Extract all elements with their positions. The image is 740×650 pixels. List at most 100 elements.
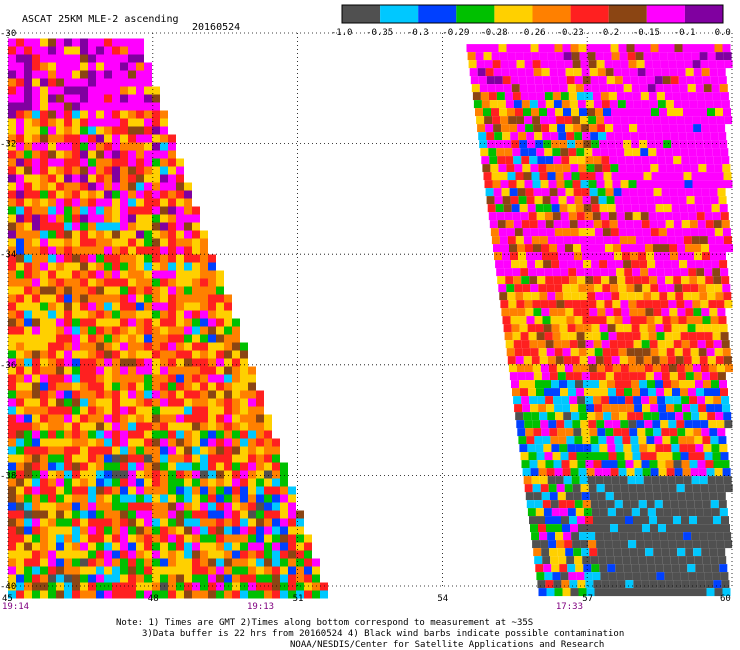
- cell-right-r21-c27: [704, 212, 713, 221]
- cell-right-r34-c11: [590, 316, 599, 325]
- cell-right-r33-c6: [549, 308, 558, 317]
- cell-right-r6-c27: [688, 92, 697, 101]
- cell-right-r52-c17: [657, 460, 666, 469]
- cell-right-r54-c15: [643, 476, 652, 485]
- cell-left-r36-c11: [96, 326, 104, 335]
- cell-left-r51-c10: [88, 446, 96, 455]
- cell-left-r56-c29: [240, 486, 248, 495]
- cell-right-r65-c10: [615, 564, 624, 573]
- cell-right-r38-c6: [554, 348, 563, 357]
- cell-left-r38-c9: [80, 342, 88, 351]
- cell-right-r17-c27: [700, 180, 709, 189]
- cell-left-r18-c1: [16, 182, 24, 191]
- cell-right-r9-c31: [724, 116, 733, 125]
- cell-left-r47-c17: [144, 414, 152, 423]
- cell-left-r24-c13: [112, 230, 120, 239]
- cell-left-r64-c8: [72, 550, 80, 559]
- cell-left-r50-c1: [16, 438, 24, 447]
- cell-right-r10-c22: [653, 124, 662, 133]
- cell-left-r21-c14: [120, 206, 128, 215]
- cell-right-r36-c24: [696, 332, 705, 341]
- cell-left-r48-c25: [208, 422, 216, 431]
- cell-right-r35-c4: [535, 324, 544, 333]
- cell-left-r65-c17: [144, 558, 152, 567]
- cell-left-r68-c9: [80, 582, 88, 591]
- cell-right-r40-c10: [588, 364, 597, 373]
- cell-right-r47-c20: [676, 420, 685, 429]
- cell-left-r66-c22: [184, 566, 192, 575]
- cell-right-r5-c2: [487, 84, 496, 93]
- cell-left-r52-c7: [64, 454, 72, 463]
- cell-left-r32-c22: [184, 294, 192, 303]
- cell-right-r42-c4: [543, 380, 551, 389]
- cell-right-r37-c16: [633, 340, 642, 349]
- cell-left-r25-c5: [48, 238, 56, 247]
- cell-right-r35-c7: [559, 324, 568, 333]
- cell-right-r68-c19: [690, 588, 699, 597]
- cell-right-r10-c18: [621, 124, 630, 133]
- cell-right-r6-c5: [512, 92, 521, 101]
- cell-right-r10-c2: [493, 124, 502, 133]
- cell-right-r39-c8: [571, 356, 580, 365]
- cell-left-r37-c0: [8, 334, 16, 343]
- cell-left-r27-c16: [136, 254, 144, 263]
- cell-left-r19-c5: [48, 190, 56, 199]
- cell-left-r38-c13: [112, 342, 120, 351]
- cell-right-r54-c4: [555, 476, 564, 485]
- cell-left-r45-c21: [176, 398, 184, 407]
- cell-right-r5-c9: [543, 84, 552, 93]
- cell-right-r19-c2: [502, 196, 511, 205]
- cell-right-r46-c11: [603, 412, 612, 421]
- cell-right-r16-c17: [619, 172, 628, 181]
- cell-left-r69-c6: [56, 590, 64, 599]
- cell-right-r19-c25: [686, 196, 695, 205]
- cell-left-r26-c19: [160, 246, 168, 255]
- cell-left-r23-c20: [168, 222, 176, 231]
- cell-right-r33-c19: [653, 308, 662, 317]
- cell-right-r59-c15: [649, 516, 657, 525]
- cell-left-r66-c21: [176, 566, 184, 575]
- cell-left-r67-c33: [272, 574, 280, 583]
- cell-left-r53-c10: [88, 462, 96, 471]
- cell-left-r65-c22: [184, 558, 192, 567]
- cell-right-r15-c17: [618, 164, 627, 173]
- cell-right-r46-c10: [595, 412, 604, 421]
- cell-right-r24-c5: [531, 236, 540, 245]
- cell-right-r50-c3: [543, 444, 552, 453]
- cell-left-r42-c6: [56, 374, 64, 383]
- cell-right-r11-c9: [550, 132, 559, 141]
- cell-left-r65-c20: [168, 558, 176, 567]
- cell-right-r28-c5: [536, 268, 545, 277]
- cell-left-r8-c14: [120, 102, 128, 111]
- cell-right-r34-c7: [558, 316, 567, 325]
- cell-right-r67-c13: [641, 580, 650, 589]
- cell-right-r39-c19: [659, 356, 668, 365]
- cell-right-r12-c4: [511, 140, 520, 149]
- cell-left-r15-c19: [160, 158, 168, 167]
- cell-right-r64-c16: [662, 556, 671, 565]
- cell-right-r8-c13: [579, 108, 587, 117]
- cell-left-r19-c9: [80, 190, 88, 199]
- cell-left-r36-c0: [8, 326, 16, 335]
- cell-left-r45-c13: [112, 398, 120, 407]
- cell-right-r17-c3: [508, 180, 517, 189]
- cell-right-r35-c25: [703, 324, 712, 333]
- cell-left-r23-c23: [192, 222, 200, 231]
- cell-right-r49-c9: [590, 436, 599, 445]
- cell-left-r63-c23: [192, 542, 200, 551]
- cell-left-r29-c20: [168, 270, 176, 279]
- cell-right-r55-c0: [524, 484, 533, 493]
- cell-left-r16-c0: [8, 166, 16, 175]
- cell-right-r5-c22: [647, 84, 656, 93]
- cell-right-r23-c19: [642, 228, 651, 237]
- cell-left-r44-c8: [72, 390, 80, 399]
- cell-right-r60-c5: [570, 524, 578, 533]
- cell-left-r10-c12: [104, 118, 112, 127]
- cell-right-r59-c4: [561, 516, 569, 525]
- cell-left-r8-c8: [72, 102, 80, 111]
- cell-left-r43-c8: [72, 382, 80, 391]
- cell-left-r61-c3: [32, 526, 40, 535]
- cell-right-r57-c12: [622, 500, 631, 509]
- cell-left-r17-c14: [120, 174, 128, 183]
- cell-right-r67-c18: [681, 580, 690, 589]
